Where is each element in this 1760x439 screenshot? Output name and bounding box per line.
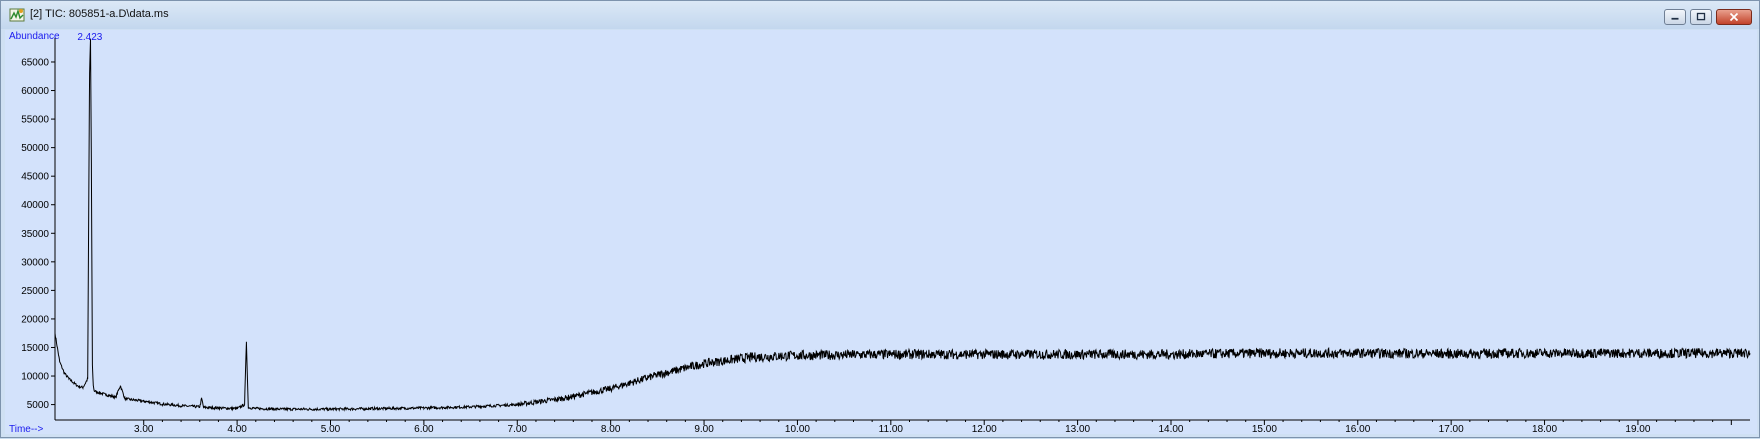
peak-annotation: 2.423 (77, 32, 102, 43)
y-tick-label: 20000 (21, 314, 49, 325)
minimize-icon (1671, 17, 1679, 20)
y-tick-label: 40000 (21, 200, 49, 211)
y-tick-label: 55000 (21, 115, 49, 126)
title-bar[interactable]: [2] TIC: 805851-a.D\data.ms (1, 1, 1759, 29)
x-tick-label: 4.00 (227, 424, 247, 434)
y-axis-label: Abundance (9, 31, 60, 42)
x-tick-label: 19.00 (1625, 424, 1650, 434)
x-tick-label: 13.00 (1065, 424, 1090, 434)
x-tick-label: 17.00 (1439, 424, 1464, 434)
y-tick-label: 10000 (21, 372, 49, 383)
x-tick-label: 18.00 (1532, 424, 1557, 434)
y-tick-label: 65000 (21, 57, 49, 68)
x-axis-label: Time--> (9, 424, 44, 434)
window-title: [2] TIC: 805851-a.D\data.ms (30, 8, 169, 20)
x-axis: 3.00 4.00 5.00 6.00 7.00 8.00 9.00 10.00 11.00 12… (55, 419, 1750, 435)
x-tick-label: 5.00 (321, 424, 341, 434)
y-tick-label: 5000 (27, 400, 50, 411)
x-tick-label: 11.00 (879, 424, 904, 434)
y-tick-label: 30000 (21, 257, 49, 268)
y-tick-label: 25000 (21, 286, 49, 297)
minimize-button[interactable] (1664, 9, 1686, 25)
x-tick-label: 16.00 (1345, 424, 1370, 434)
chromatogram-app-icon (9, 8, 25, 22)
y-tick-label: 50000 (21, 143, 49, 154)
close-button[interactable] (1716, 9, 1752, 25)
x-tick-label: 15.00 (1252, 424, 1277, 434)
y-tick-label: 15000 (21, 343, 49, 354)
x-tick-label: 7.00 (508, 424, 528, 434)
y-tick-label: 35000 (21, 229, 49, 240)
x-tick-label: 6.00 (414, 424, 434, 434)
x-tick-label: 9.00 (694, 424, 714, 434)
x-tick-label: 8.00 (601, 424, 621, 434)
close-icon (1729, 12, 1739, 22)
tic-chromatogram-chart: 5000 10000 15000 20000 25000 30000 35000 40000 4… (9, 31, 1751, 435)
x-tick-label: 3.00 (134, 424, 154, 434)
restore-icon (1696, 12, 1706, 21)
x-tick-label: 10.00 (785, 424, 810, 434)
y-tick-label: 45000 (21, 172, 49, 183)
x-tick-label: 14.00 (1158, 424, 1183, 434)
y-tick-label: 60000 (21, 86, 49, 97)
tic-trace (54, 39, 1751, 412)
restore-button[interactable] (1690, 9, 1712, 25)
x-tick-label: 12.00 (972, 424, 997, 434)
y-axis: 5000 10000 15000 20000 25000 30000 35000 40000 4… (21, 38, 56, 420)
plot-area[interactable]: 5000 10000 15000 20000 25000 30000 35000 40000 4… (5, 30, 1757, 435)
